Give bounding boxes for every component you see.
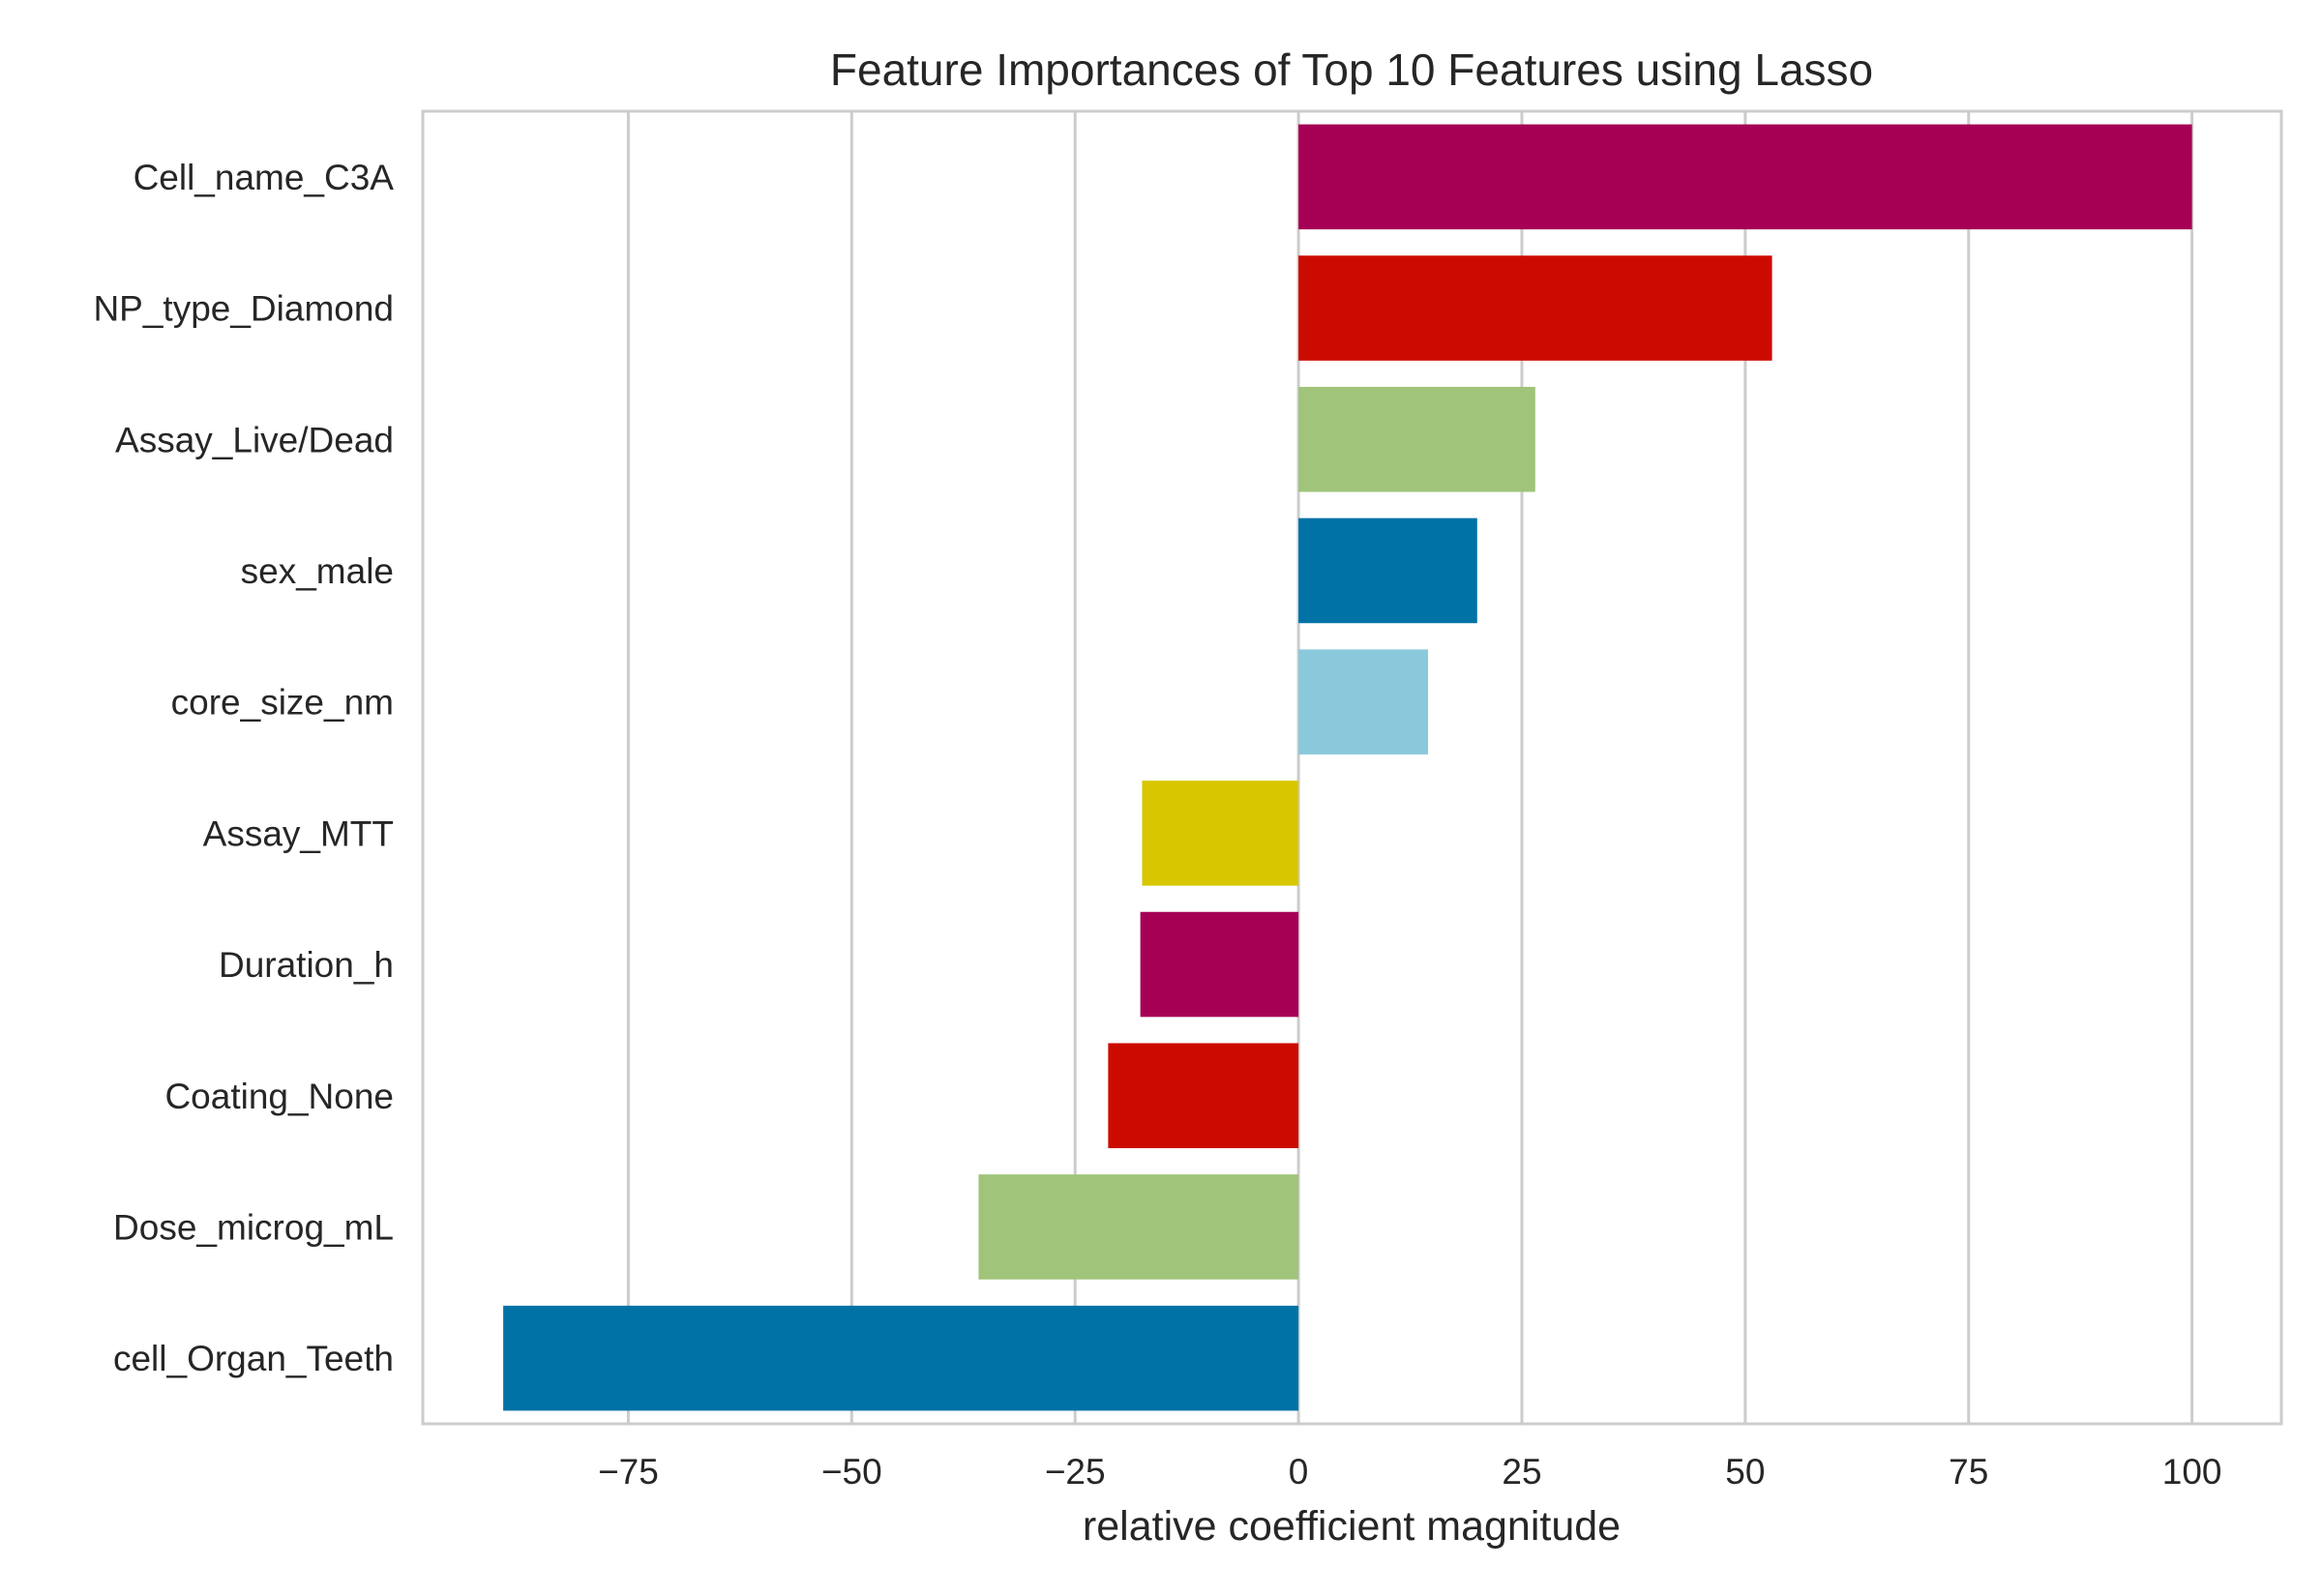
bar xyxy=(1108,1043,1299,1149)
y-tick-label: core_size_nm xyxy=(171,683,394,723)
x-axis-label: relative coefficient magnitude xyxy=(1083,1503,1621,1550)
y-tick-label: sex_male xyxy=(241,551,394,591)
x-tick-label: −25 xyxy=(1045,1452,1106,1492)
x-tick-label: 75 xyxy=(1949,1452,1988,1492)
bar xyxy=(1298,649,1429,754)
x-tick-label: 50 xyxy=(1725,1452,1765,1492)
y-tick-label: NP_type_Diamond xyxy=(93,289,394,329)
x-tick-label: −75 xyxy=(598,1452,659,1492)
x-tick-label: 100 xyxy=(2162,1452,2222,1492)
bars xyxy=(503,124,2192,1411)
bar xyxy=(1298,255,1772,361)
bar xyxy=(1142,781,1299,886)
x-tick-labels: −75 −50 −25 0 25 50 75 100 xyxy=(598,1452,2221,1492)
y-tick-label: Dose_microg_mL xyxy=(113,1207,394,1247)
x-tick-label: −50 xyxy=(821,1452,882,1492)
plot-frame xyxy=(421,109,2283,1426)
bar xyxy=(978,1174,1299,1280)
bar xyxy=(1298,124,2192,230)
y-tick-label: cell_Organ_Teeth xyxy=(113,1339,394,1378)
y-tick-label: Assay_Live/Dead xyxy=(115,420,394,459)
y-tick-label: Coating_None xyxy=(164,1077,394,1116)
bar xyxy=(1298,386,1535,492)
bar xyxy=(1140,911,1299,1018)
x-tick-label: 0 xyxy=(1289,1452,1309,1492)
y-tick-label: Duration_h xyxy=(219,945,394,985)
bar xyxy=(503,1305,1299,1411)
y-tick-label: Cell_name_C3A xyxy=(134,158,395,197)
y-tick-labels: Cell_name_C3A NP_type_Diamond Assay_Live/D… xyxy=(93,158,394,1378)
x-tick-label: 25 xyxy=(1502,1452,1541,1492)
y-tick-label: Assay_MTT xyxy=(203,813,394,853)
bar xyxy=(1298,517,1477,624)
chart-title: Feature Importances of Top 10 Features u… xyxy=(830,44,1873,95)
